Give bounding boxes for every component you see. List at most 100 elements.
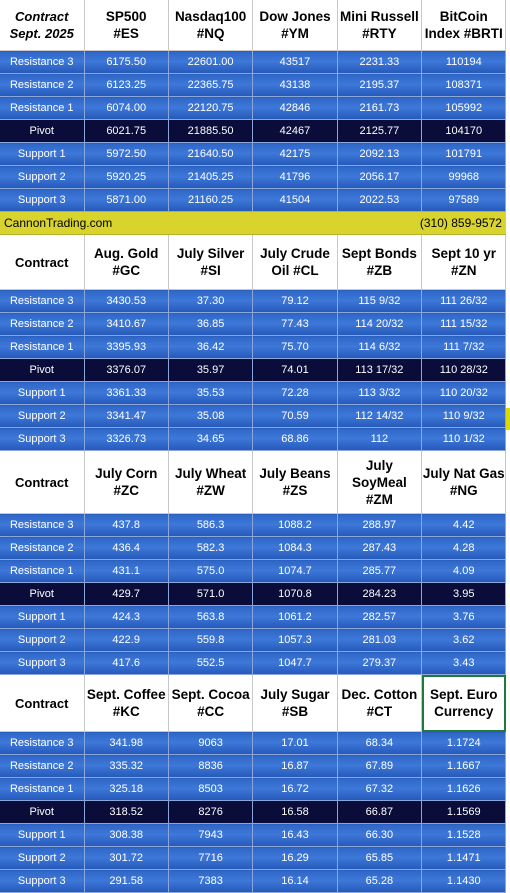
level-value[interactable]: 21640.50 [168, 142, 254, 166]
level-value[interactable]: 3.43 [421, 651, 507, 675]
level-value[interactable]: 1061.2 [252, 605, 338, 629]
level-value[interactable]: 1.1569 [421, 800, 507, 824]
contract-column-header[interactable]: July Corn #ZC [84, 450, 169, 514]
level-value[interactable]: 4.42 [421, 513, 507, 537]
level-value[interactable]: 21160.25 [168, 188, 254, 212]
level-value[interactable]: 431.1 [84, 559, 169, 583]
level-value[interactable]: 66.30 [337, 823, 423, 847]
level-value[interactable]: 1.1528 [421, 823, 507, 847]
level-value[interactable]: 563.8 [168, 605, 254, 629]
level-value[interactable]: 6074.00 [84, 96, 169, 120]
level-value[interactable]: 7383 [168, 869, 254, 893]
contract-column-header[interactable]: BitCoin Index #BRTI [421, 0, 507, 51]
level-value[interactable]: 281.03 [337, 628, 423, 652]
level-label[interactable]: Support 3 [0, 427, 85, 451]
level-value[interactable]: 113 17/32 [337, 358, 423, 382]
level-value[interactable]: 571.0 [168, 582, 254, 606]
contract-header[interactable]: Contract [0, 674, 85, 732]
level-value[interactable]: 2231.33 [337, 50, 423, 74]
level-value[interactable]: 34.65 [168, 427, 254, 451]
level-value[interactable]: 2161.73 [337, 96, 423, 120]
level-value[interactable]: 17.01 [252, 731, 338, 755]
level-value[interactable]: 41796 [252, 165, 338, 189]
contract-header[interactable]: Contract [0, 234, 85, 290]
level-value[interactable]: 77.43 [252, 312, 338, 336]
contract-column-header[interactable]: July Silver #SI [168, 234, 254, 290]
level-value[interactable]: 582.3 [168, 536, 254, 560]
level-value[interactable]: 113 3/32 [337, 381, 423, 405]
contract-column-header[interactable]: Dow Jones #YM [252, 0, 338, 51]
level-value[interactable]: 110 9/32 [421, 404, 507, 428]
level-label[interactable]: Resistance 1 [0, 559, 85, 583]
contract-column-header[interactable]: July Wheat #ZW [168, 450, 254, 514]
level-label[interactable]: Resistance 3 [0, 513, 85, 537]
level-label[interactable]: Pivot [0, 800, 85, 824]
level-value[interactable]: 287.43 [337, 536, 423, 560]
level-label[interactable]: Pivot [0, 582, 85, 606]
level-value[interactable]: 16.87 [252, 754, 338, 778]
level-value[interactable]: 1088.2 [252, 513, 338, 537]
level-value[interactable]: 318.52 [84, 800, 169, 824]
level-label[interactable]: Support 2 [0, 846, 85, 870]
level-value[interactable]: 9063 [168, 731, 254, 755]
level-value[interactable]: 325.18 [84, 777, 169, 801]
level-value[interactable]: 111 26/32 [421, 289, 507, 313]
contract-column-header[interactable]: Mini Russell #RTY [337, 0, 423, 51]
level-value[interactable]: 43138 [252, 73, 338, 97]
level-value[interactable]: 115 9/32 [337, 289, 423, 313]
level-value[interactable]: 114 20/32 [337, 312, 423, 336]
level-value[interactable]: 16.72 [252, 777, 338, 801]
level-value[interactable]: 67.89 [337, 754, 423, 778]
level-value[interactable]: 3341.47 [84, 404, 169, 428]
level-value[interactable]: 66.87 [337, 800, 423, 824]
level-value[interactable]: 3.95 [421, 582, 507, 606]
level-value[interactable]: 341.98 [84, 731, 169, 755]
level-value[interactable]: 79.12 [252, 289, 338, 313]
level-value[interactable]: 22120.75 [168, 96, 254, 120]
level-value[interactable]: 108371 [421, 73, 507, 97]
level-value[interactable]: 1070.8 [252, 582, 338, 606]
level-value[interactable]: 5871.00 [84, 188, 169, 212]
level-value[interactable]: 36.85 [168, 312, 254, 336]
level-value[interactable]: 43517 [252, 50, 338, 74]
level-value[interactable]: 65.28 [337, 869, 423, 893]
level-value[interactable]: 3395.93 [84, 335, 169, 359]
contract-column-header[interactable]: July Nat Gas #NG [421, 450, 507, 514]
contract-column-header[interactable]: Aug. Gold #GC [84, 234, 169, 290]
level-value[interactable]: 436.4 [84, 536, 169, 560]
level-value[interactable]: 110 1/32 [421, 427, 507, 451]
contract-column-header[interactable]: July Beans #ZS [252, 450, 338, 514]
level-value[interactable]: 3.62 [421, 628, 507, 652]
level-label[interactable]: Support 1 [0, 823, 85, 847]
level-value[interactable]: 8276 [168, 800, 254, 824]
level-value[interactable]: 42846 [252, 96, 338, 120]
level-value[interactable]: 16.14 [252, 869, 338, 893]
level-value[interactable]: 422.9 [84, 628, 169, 652]
level-label[interactable]: Resistance 3 [0, 50, 85, 74]
level-label[interactable]: Pivot [0, 358, 85, 382]
level-value[interactable]: 1.1667 [421, 754, 507, 778]
level-value[interactable]: 308.38 [84, 823, 169, 847]
level-value[interactable]: 104170 [421, 119, 507, 143]
level-value[interactable]: 72.28 [252, 381, 338, 405]
site-link[interactable]: CannonTrading.com [0, 211, 253, 235]
contract-column-header[interactable]: July Crude Oil #CL [252, 234, 338, 290]
level-value[interactable]: 1.1471 [421, 846, 507, 870]
level-label[interactable]: Resistance 2 [0, 312, 85, 336]
level-label[interactable]: Resistance 1 [0, 777, 85, 801]
level-value[interactable]: 70.59 [252, 404, 338, 428]
level-value[interactable]: 41504 [252, 188, 338, 212]
level-value[interactable]: 16.43 [252, 823, 338, 847]
level-value[interactable]: 22365.75 [168, 73, 254, 97]
level-label[interactable]: Support 3 [0, 188, 85, 212]
level-value[interactable]: 417.6 [84, 651, 169, 675]
level-value[interactable]: 68.86 [252, 427, 338, 451]
contract-column-header[interactable]: Sept. Coffee #KC [84, 674, 169, 732]
level-value[interactable]: 35.08 [168, 404, 254, 428]
contract-column-header[interactable]: Sept Bonds #ZB [337, 234, 423, 290]
level-value[interactable]: 1047.7 [252, 651, 338, 675]
level-value[interactable]: 99968 [421, 165, 507, 189]
level-value[interactable]: 424.3 [84, 605, 169, 629]
level-label[interactable]: Support 3 [0, 869, 85, 893]
level-value[interactable]: 1084.3 [252, 536, 338, 560]
